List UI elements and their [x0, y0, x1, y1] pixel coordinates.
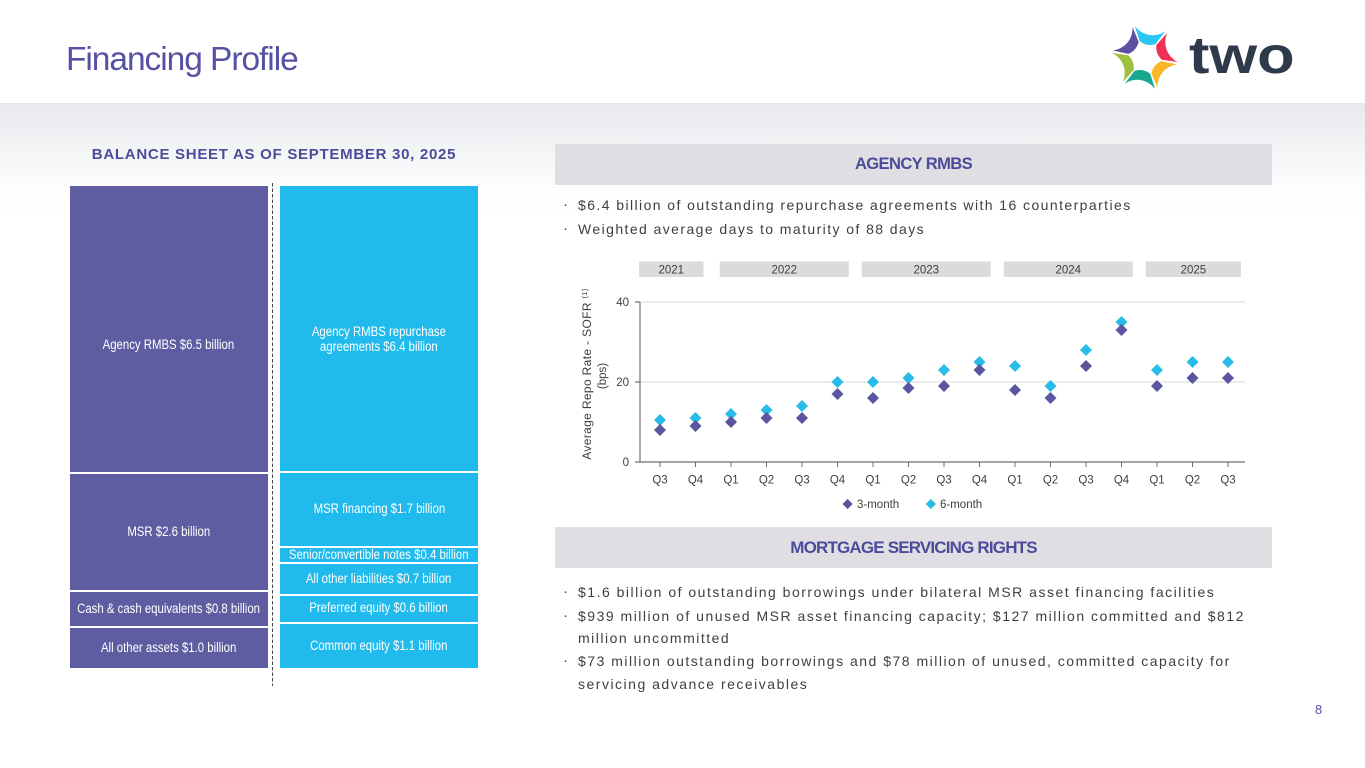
svg-text:2024: 2024 [1055, 265, 1081, 277]
svg-text:2021: 2021 [658, 265, 684, 277]
svg-text:20: 20 [616, 377, 629, 389]
svg-text:2022: 2022 [771, 265, 797, 277]
svg-text:Q4: Q4 [830, 475, 846, 487]
svg-text:Q3: Q3 [794, 475, 809, 487]
svg-text:Q2: Q2 [1043, 475, 1058, 487]
svg-text:Q3: Q3 [1220, 475, 1235, 487]
svg-text:Average Repo Rate - SOFR (1): Average Repo Rate - SOFR (1) [580, 288, 594, 460]
svg-text:(bps): (bps) [597, 363, 609, 389]
svg-text:0: 0 [623, 457, 629, 469]
svg-text:Q4: Q4 [688, 475, 704, 487]
svg-text:2023: 2023 [913, 265, 939, 277]
svg-text:2025: 2025 [1181, 265, 1207, 277]
svg-text:Q4: Q4 [972, 475, 988, 487]
svg-text:Q3: Q3 [1078, 475, 1093, 487]
svg-text:Q3: Q3 [936, 475, 951, 487]
svg-text:Q1: Q1 [865, 475, 880, 487]
svg-text:Q3: Q3 [652, 475, 667, 487]
svg-text:Q2: Q2 [901, 475, 916, 487]
svg-text:Q1: Q1 [1149, 475, 1164, 487]
svg-text:Q2: Q2 [1185, 475, 1200, 487]
svg-text:3-month: 3-month [857, 499, 899, 511]
svg-text:Q4: Q4 [1114, 475, 1130, 487]
svg-text:Q1: Q1 [1007, 475, 1022, 487]
svg-text:Q2: Q2 [759, 475, 774, 487]
svg-text:6-month: 6-month [940, 499, 982, 511]
svg-text:Q1: Q1 [723, 475, 738, 487]
svg-text:40: 40 [616, 297, 629, 309]
